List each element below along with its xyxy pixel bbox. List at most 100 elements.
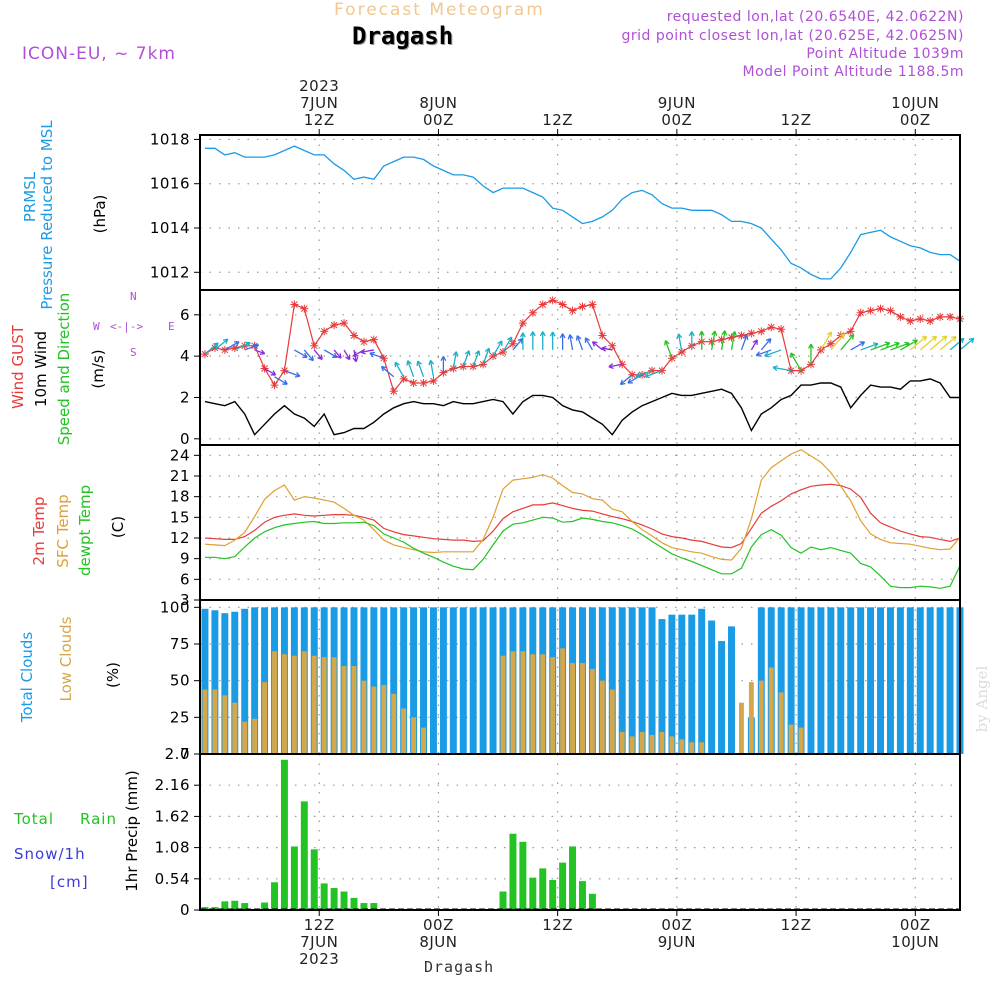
gust-marker — [737, 331, 746, 340]
rain-bar — [310, 849, 318, 910]
low-cloud-bar — [301, 651, 307, 754]
low-cloud-bar — [222, 695, 228, 754]
total-cloud-bar — [420, 607, 428, 754]
rain-bar — [320, 883, 328, 910]
panel-frame-4 — [199, 753, 961, 911]
top-time-label: 12Z — [781, 111, 812, 129]
rain-bar — [221, 901, 229, 910]
total-cloud-bar — [360, 607, 368, 754]
wind-arrow — [850, 341, 866, 351]
total-cloud-bar — [410, 607, 418, 754]
rain-label-2: Rain — [80, 810, 117, 828]
wind-arrow — [619, 374, 633, 386]
gust-marker — [479, 360, 488, 369]
total-cloud-bar — [449, 607, 457, 754]
low-cloud-bar — [778, 692, 784, 754]
wind-arrow — [870, 341, 891, 351]
wind-arrow — [900, 339, 918, 351]
wind-arrow — [764, 349, 782, 358]
low-cloud-bar — [351, 666, 357, 754]
pressure-ytick-label-0: 1012 — [150, 263, 190, 281]
top-time-label: 2023 — [299, 77, 339, 95]
wind-arrow — [284, 369, 301, 378]
gust-marker — [340, 319, 349, 328]
wind-speed-line — [204, 378, 960, 436]
compass-south: S — [130, 346, 137, 359]
top-time-label: 12Z — [304, 111, 335, 129]
clouds-ytick-label-3: 75 — [170, 635, 190, 653]
total-cloud-bar — [906, 607, 914, 754]
wind-arrow — [264, 367, 277, 376]
low-cloud-bar — [232, 702, 238, 754]
low-cloud-bar — [679, 739, 685, 754]
compass-arrows: <-|-> — [110, 320, 144, 333]
total-cloud-bar — [877, 607, 884, 754]
top-time-label: 00Z — [661, 111, 692, 129]
rain-bar — [350, 897, 358, 910]
total-cloud-bar — [946, 607, 954, 754]
low-cloud-bar — [391, 693, 397, 754]
wind-arrow — [755, 349, 772, 357]
wind-arrow — [549, 331, 556, 350]
gust-marker — [399, 374, 408, 383]
low-cloud-bar — [252, 718, 258, 754]
top-title: Forecast Meteogram — [334, 0, 545, 20]
gust-marker — [906, 317, 915, 325]
total-cloud-bar — [400, 607, 408, 754]
rain-label: Total — [14, 810, 55, 828]
wind-arrow — [635, 369, 653, 378]
low-cloud-bar — [669, 736, 675, 754]
low-cloud-bar — [401, 708, 407, 754]
total-cloud-bar — [886, 607, 894, 754]
precip-ytick-label-3: 1.62 — [155, 807, 190, 825]
model-label: ICON-EU, ~ 7km — [22, 44, 176, 64]
total-cloud-bar — [251, 607, 259, 754]
gust-marker — [936, 312, 945, 321]
wind-arrow — [440, 355, 447, 373]
wind-arrow — [204, 342, 219, 355]
clouds-ytick-label-4: 100 — [160, 598, 190, 616]
top-time-label: 10JUN — [891, 94, 939, 112]
wind-arrow — [688, 331, 695, 350]
wind-arrow — [730, 331, 737, 351]
total-cloud-bar — [459, 607, 467, 754]
low-cloud-bar — [272, 651, 277, 754]
pressure-ytick-label-1: 1014 — [150, 219, 190, 237]
wind-arrow — [710, 330, 718, 351]
bottom-time-label: 10JUN — [891, 933, 939, 951]
gust-marker — [230, 343, 239, 352]
low-cloud-bar — [371, 686, 377, 754]
total-cloud-bar — [916, 607, 924, 754]
prmsl-line — [205, 145, 961, 280]
low-cloud-bar — [758, 680, 764, 754]
dewpt-line — [205, 516, 961, 589]
wind-arrow — [559, 333, 566, 350]
gust-marker — [568, 306, 577, 315]
precip-ytick-label-2: 1.08 — [155, 839, 190, 857]
gust-marker — [608, 341, 617, 350]
grid-point-coords: grid point closest lon,lat (20.625E, 42.… — [621, 28, 964, 44]
gust-marker — [866, 306, 875, 315]
total-cloud-bar — [658, 619, 666, 754]
wind-arrow — [492, 340, 503, 357]
wind-arrow — [664, 340, 673, 359]
total-cloud-bar — [698, 608, 706, 754]
low-cloud-bar — [530, 654, 536, 754]
total-cloud-bar — [757, 607, 765, 754]
low-cloud-bar — [212, 689, 218, 754]
wind-arrow — [224, 341, 240, 351]
low-cloud-bar — [282, 654, 287, 754]
low-cloud-bar — [361, 680, 367, 754]
tsfc-line — [204, 449, 961, 561]
wind-arrow — [808, 343, 814, 365]
wind-arrow — [567, 334, 574, 351]
gust-marker — [469, 362, 478, 371]
wind-arrow — [254, 349, 266, 356]
gust-marker — [926, 317, 935, 325]
gust-marker — [558, 300, 567, 309]
gust-marker — [270, 381, 279, 390]
gust-marker — [330, 321, 339, 330]
temp-ytick-label-7: 24 — [170, 446, 190, 464]
rain-bar — [271, 882, 278, 910]
